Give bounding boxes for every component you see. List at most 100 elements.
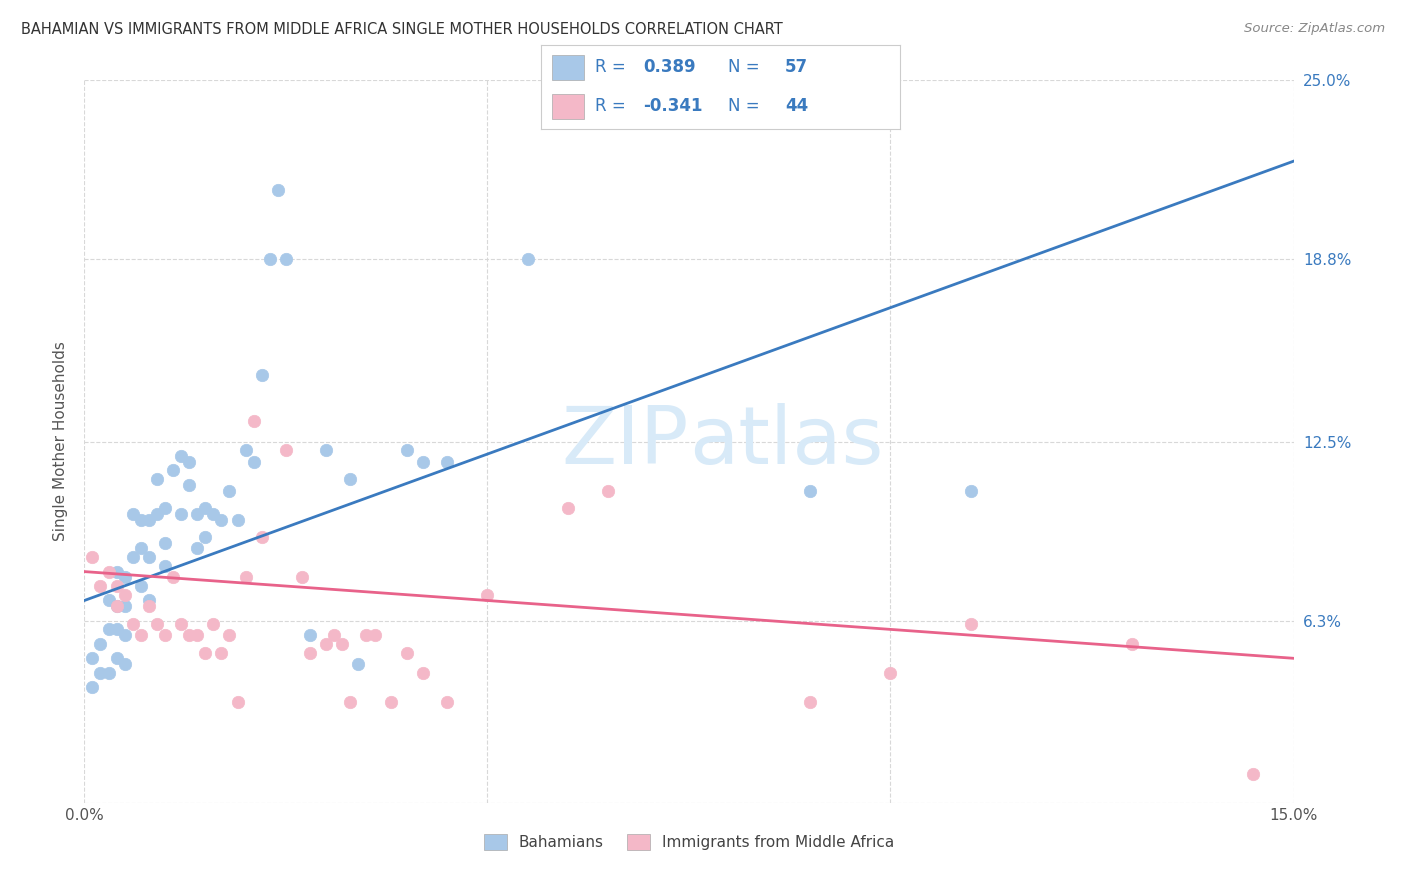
Point <box>235 443 257 458</box>
Point <box>1121 637 1143 651</box>
Point <box>380 695 402 709</box>
Point <box>299 646 322 660</box>
Point <box>170 507 193 521</box>
Point <box>82 680 104 694</box>
Point <box>356 628 378 642</box>
Point <box>162 463 184 477</box>
Point <box>395 443 418 458</box>
Point <box>82 651 104 665</box>
Point <box>299 628 322 642</box>
Point <box>121 616 143 631</box>
Text: R =: R = <box>595 97 631 115</box>
Point <box>97 593 120 607</box>
Point <box>121 550 143 565</box>
Point <box>138 593 160 607</box>
Point <box>153 535 176 549</box>
Point <box>146 507 169 521</box>
Point <box>114 599 136 614</box>
Point <box>153 558 176 573</box>
Point <box>339 695 361 709</box>
Point <box>97 623 120 637</box>
Point <box>170 616 193 631</box>
Text: -0.341: -0.341 <box>644 97 703 115</box>
Point <box>89 579 111 593</box>
Point <box>323 628 346 642</box>
Point <box>138 512 160 526</box>
Point <box>242 455 264 469</box>
Point <box>412 665 434 680</box>
Point <box>170 449 193 463</box>
Text: R =: R = <box>595 59 631 77</box>
Point <box>477 588 499 602</box>
Point <box>1241 767 1264 781</box>
Point <box>146 616 169 631</box>
Point <box>97 565 120 579</box>
Point <box>291 570 314 584</box>
Text: ZIP: ZIP <box>561 402 689 481</box>
Point <box>105 599 128 614</box>
Point <box>598 483 620 498</box>
Point <box>146 472 169 486</box>
Point <box>105 579 128 593</box>
Point <box>412 455 434 469</box>
Point <box>194 646 217 660</box>
Point <box>347 657 370 671</box>
Legend: Bahamians, Immigrants from Middle Africa: Bahamians, Immigrants from Middle Africa <box>478 829 900 856</box>
Point <box>97 665 120 680</box>
Point <box>267 183 290 197</box>
Point <box>960 483 983 498</box>
Text: N =: N = <box>728 97 765 115</box>
Text: 44: 44 <box>785 97 808 115</box>
Point <box>960 616 983 631</box>
Point <box>259 252 281 267</box>
Point <box>186 628 208 642</box>
Point <box>218 483 240 498</box>
Point <box>121 507 143 521</box>
Point <box>129 512 152 526</box>
Point <box>218 628 240 642</box>
Point <box>209 646 232 660</box>
Point <box>129 628 152 642</box>
Point <box>138 599 160 614</box>
Point <box>202 507 225 521</box>
Point <box>114 588 136 602</box>
Point <box>194 530 217 544</box>
Point <box>179 628 201 642</box>
Point <box>186 507 208 521</box>
Point <box>105 651 128 665</box>
Point <box>82 550 104 565</box>
Point <box>226 512 249 526</box>
Point <box>799 483 821 498</box>
Point <box>242 414 264 428</box>
Point <box>179 455 201 469</box>
Point <box>186 541 208 556</box>
Point <box>315 443 337 458</box>
Point <box>129 579 152 593</box>
Point <box>114 657 136 671</box>
Text: BAHAMIAN VS IMMIGRANTS FROM MIDDLE AFRICA SINGLE MOTHER HOUSEHOLDS CORRELATION C: BAHAMIAN VS IMMIGRANTS FROM MIDDLE AFRIC… <box>21 22 783 37</box>
Point <box>516 252 538 267</box>
Point <box>250 368 273 382</box>
Text: Source: ZipAtlas.com: Source: ZipAtlas.com <box>1244 22 1385 36</box>
Point <box>209 512 232 526</box>
FancyBboxPatch shape <box>553 54 585 80</box>
Point <box>395 646 418 660</box>
Text: 57: 57 <box>785 59 808 77</box>
Point <box>153 628 176 642</box>
Point <box>363 628 385 642</box>
Point <box>235 570 257 584</box>
Point <box>129 541 152 556</box>
Y-axis label: Single Mother Households: Single Mother Households <box>53 342 69 541</box>
Point <box>105 599 128 614</box>
Point <box>274 252 297 267</box>
Text: atlas: atlas <box>689 402 883 481</box>
Point <box>436 455 458 469</box>
Point <box>105 565 128 579</box>
FancyBboxPatch shape <box>553 94 585 120</box>
Point <box>274 443 297 458</box>
Point <box>315 637 337 651</box>
Point <box>162 570 184 584</box>
Point <box>105 623 128 637</box>
Point <box>89 637 111 651</box>
Point <box>89 665 111 680</box>
